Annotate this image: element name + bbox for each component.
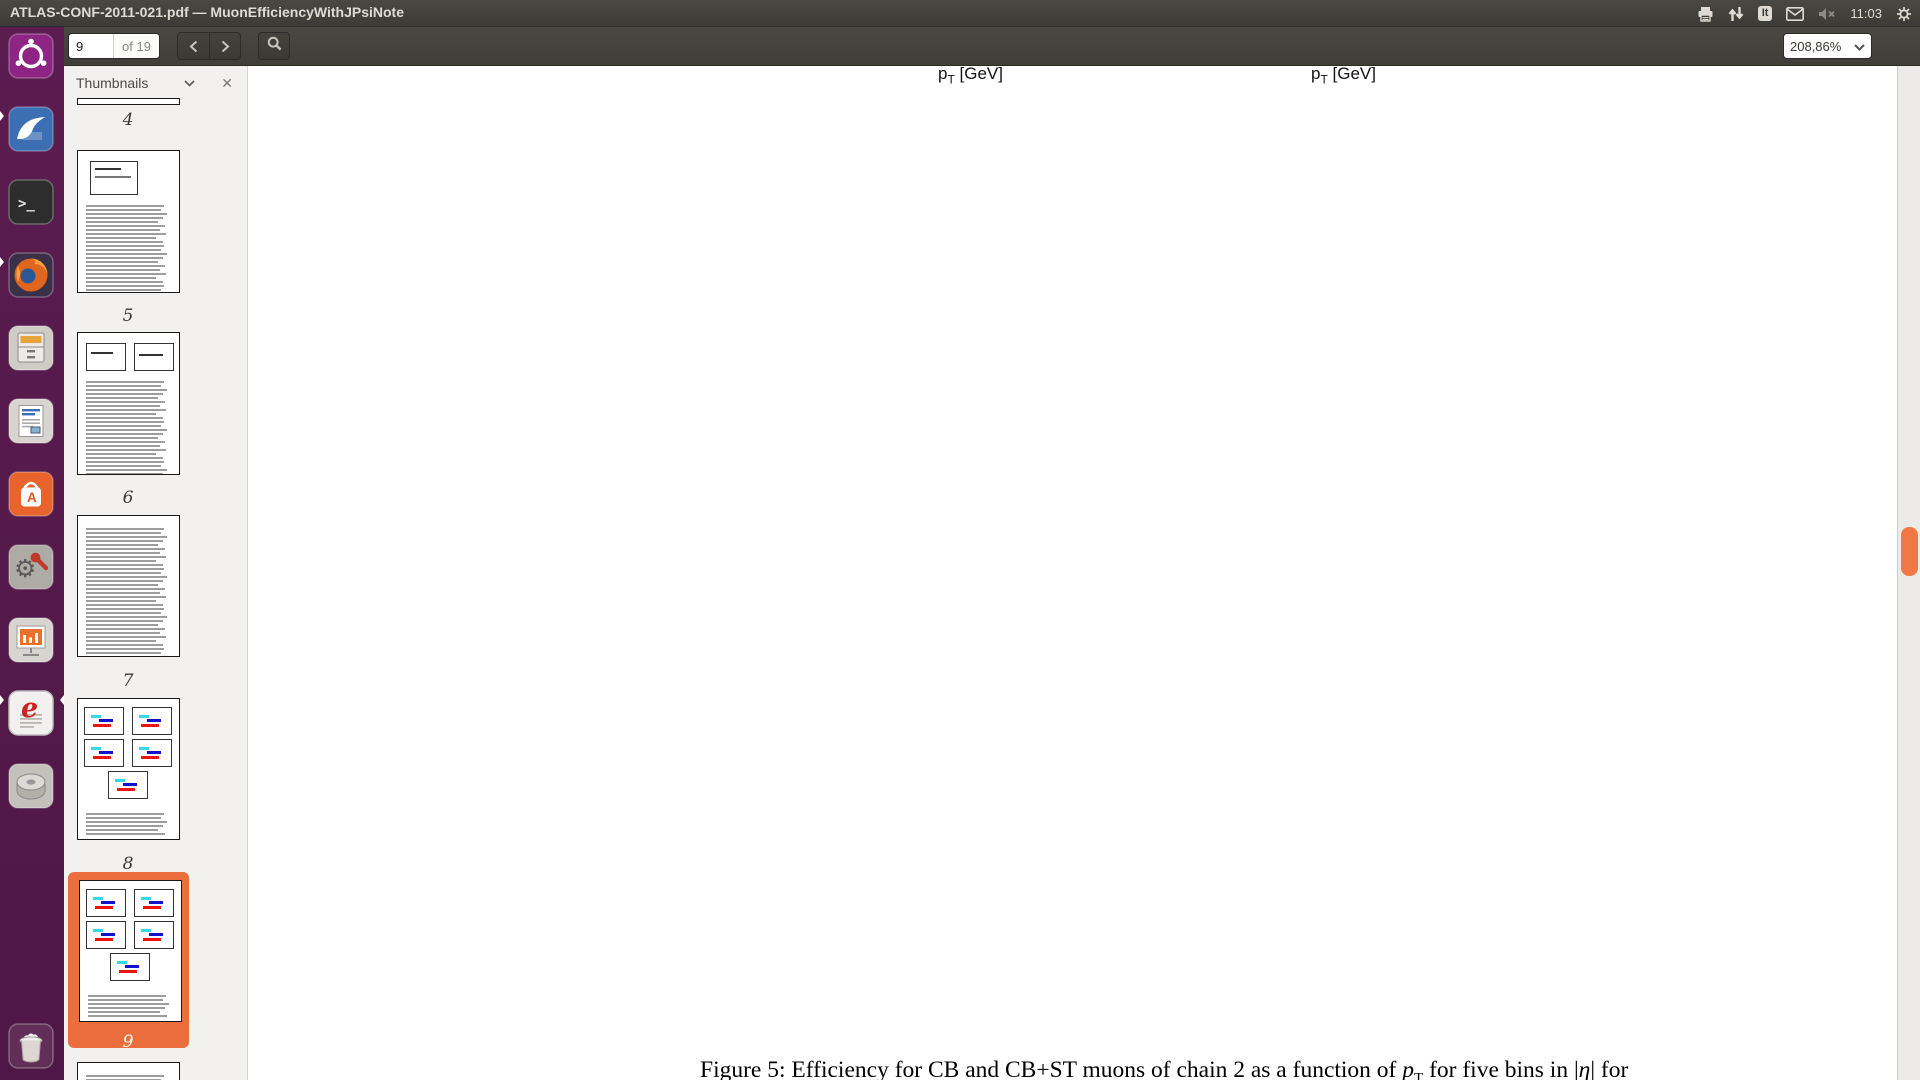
focused-pip-document-viewer bbox=[60, 695, 64, 705]
next-page-button[interactable] bbox=[209, 33, 240, 59]
page-nav-buttons bbox=[177, 32, 241, 60]
cut-axis-label-left: pT [GeV] bbox=[938, 64, 1003, 87]
window-title: ATLAS-CONF-2011-021.pdf — MuonEfficiency… bbox=[10, 4, 404, 20]
previous-page-button[interactable] bbox=[178, 33, 209, 59]
thumbnail-list: 4 5 6 7 bbox=[64, 66, 247, 1080]
launcher-item-system-settings[interactable]: ⚙ bbox=[8, 544, 54, 590]
sidebar-header: Thumbnails ✕ bbox=[64, 66, 247, 100]
launcher-item-dash-home[interactable] bbox=[8, 33, 54, 79]
page-number-box: of 19 bbox=[68, 33, 160, 59]
running-pip-thunderbird bbox=[0, 111, 4, 121]
launcher-item-terminal[interactable]: >_ bbox=[8, 179, 54, 225]
network-updown-icon[interactable] bbox=[1728, 6, 1744, 22]
session-gear-icon[interactable] bbox=[1896, 6, 1912, 22]
zoom-level-value: 208,86% bbox=[1790, 38, 1842, 54]
page-number-input[interactable] bbox=[69, 34, 113, 58]
thumbnail-page-7[interactable] bbox=[77, 515, 180, 657]
thumbnail-label-5: 5 bbox=[122, 306, 134, 326]
thumbnail-page-5[interactable] bbox=[77, 150, 180, 293]
cut-axis-label-right: pT [GeV] bbox=[1311, 64, 1376, 87]
launcher-item-disk-utility[interactable] bbox=[8, 763, 54, 809]
thumbnail-page-6[interactable] bbox=[77, 332, 180, 475]
thumbnail-page-9[interactable] bbox=[79, 880, 182, 1022]
pdf-page: pT [GeV] pT [GeV] Figure 5: Efficiency f… bbox=[248, 64, 1897, 1080]
thumbnail-label-4: 4 bbox=[122, 110, 134, 130]
sidebar-view-chevron-icon[interactable] bbox=[184, 74, 195, 92]
system-tray: It 11:03 bbox=[1697, 0, 1912, 27]
caption-line: Figure 5: Efficiency for CB and CB+ST mu… bbox=[700, 1057, 1629, 1080]
mail-icon[interactable] bbox=[1786, 6, 1805, 21]
launcher-item-thunderbird[interactable] bbox=[8, 106, 54, 152]
volume-muted-icon[interactable] bbox=[1818, 7, 1836, 21]
pdf-toolbar: of 19 208,86% bbox=[64, 27, 1920, 66]
svg-text:>_: >_ bbox=[18, 196, 35, 212]
launcher-item-document-viewer[interactable]: e bbox=[8, 690, 54, 736]
clock[interactable]: 11:03 bbox=[1850, 6, 1882, 21]
keyboard-layout-indicator[interactable]: It bbox=[1757, 6, 1773, 21]
launcher-item-software-center[interactable]: A bbox=[8, 471, 54, 517]
thumbnail-label-7: 7 bbox=[122, 671, 134, 691]
launcher-item-firefox[interactable] bbox=[8, 252, 54, 298]
sidebar-title: Thumbnails bbox=[76, 75, 149, 91]
svg-text:⚙: ⚙ bbox=[14, 554, 36, 583]
launcher-item-trash[interactable] bbox=[8, 1023, 54, 1069]
svg-text:A: A bbox=[27, 490, 37, 505]
vertical-scrollbar[interactable] bbox=[1897, 66, 1920, 1080]
chevron-down-icon bbox=[1854, 39, 1865, 54]
scrollbar-thumb[interactable] bbox=[1901, 527, 1918, 576]
thumbnail-page-4[interactable] bbox=[77, 98, 180, 105]
search-icon bbox=[267, 36, 282, 56]
search-button[interactable] bbox=[258, 32, 290, 60]
unity-launcher: >_ A ⚙ e bbox=[0, 27, 64, 1080]
running-pip-firefox bbox=[0, 257, 4, 267]
zoom-level-dropdown[interactable]: 208,86% bbox=[1783, 33, 1872, 59]
svg-text:e: e bbox=[21, 693, 38, 724]
sidebar-close-icon[interactable]: ✕ bbox=[221, 74, 233, 91]
printer-icon[interactable] bbox=[1697, 6, 1714, 22]
thumbnails-sidebar: Thumbnails ✕ 4 5 6 7 bbox=[64, 66, 248, 1080]
launcher-item-libreoffice-writer[interactable] bbox=[8, 398, 54, 444]
thumbnail-label-9: 9 bbox=[122, 1032, 134, 1052]
figure-caption: Figure 5: Efficiency for CB and CB+ST mu… bbox=[700, 1054, 1920, 1080]
thumbnail-page-10[interactable] bbox=[77, 1062, 180, 1080]
launcher-item-file-cabinet[interactable] bbox=[8, 325, 54, 371]
page-total-label: of 19 bbox=[113, 34, 159, 58]
window-titlebar: ATLAS-CONF-2011-021.pdf — MuonEfficiency… bbox=[0, 0, 1920, 27]
thumbnail-page-8[interactable] bbox=[77, 698, 180, 840]
thumbnail-label-6: 6 bbox=[122, 488, 134, 508]
thumbnail-label-8: 8 bbox=[122, 854, 134, 874]
launcher-item-libreoffice-impress[interactable] bbox=[8, 617, 54, 663]
running-pip-document-viewer bbox=[0, 695, 4, 705]
